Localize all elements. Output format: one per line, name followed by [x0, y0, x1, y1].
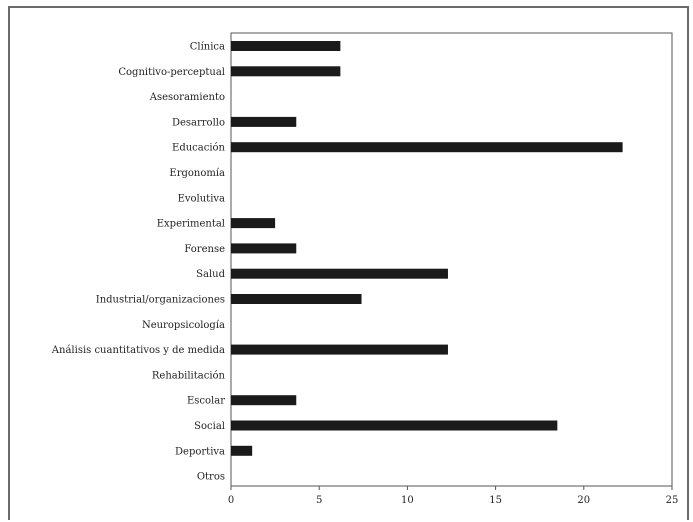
x-tick-label: 20 [577, 495, 590, 506]
bars-group [231, 41, 623, 456]
category-label: Desarrollo [172, 117, 225, 128]
bar [231, 41, 341, 51]
category-label: Neuropsicología [142, 320, 225, 331]
category-label: Clínica [190, 42, 225, 53]
category-label: Cognitivo-perceptual [118, 67, 225, 78]
category-label: Educación [172, 143, 226, 154]
bar [231, 66, 341, 77]
x-axis-ticks: 0 5 10 15 20 25 [228, 486, 679, 506]
plot-area [230, 32, 673, 487]
category-labels: Clínica Cognitivo-perceptual Asesoramiento… [51, 42, 226, 483]
figure-frame [8, 6, 689, 520]
category-label: Análisis cuantitativos y de medida [51, 345, 225, 356]
bar [231, 116, 297, 127]
category-label: Escolar [187, 396, 225, 407]
bar [231, 268, 448, 279]
bar [231, 420, 558, 431]
category-label: Evolutiva [178, 193, 225, 204]
x-tick-label: 0 [228, 495, 234, 506]
category-label: Salud [196, 269, 225, 280]
category-label: Ergonomía [169, 168, 225, 179]
x-tick-label: 15 [489, 495, 502, 506]
category-label: Social [194, 421, 225, 432]
category-label: Asesoramiento [149, 92, 225, 103]
category-label: Deportiva [175, 446, 225, 457]
x-tick-label: 10 [401, 495, 414, 506]
bar [231, 218, 276, 229]
bar [231, 395, 297, 406]
bar [231, 294, 362, 304]
bar [231, 142, 623, 153]
category-label: Industrial/organizaciones [96, 295, 225, 306]
bar [231, 445, 253, 456]
category-label: Otros [197, 472, 225, 483]
bar [231, 344, 448, 355]
x-tick-label: 25 [666, 495, 679, 506]
category-label: Experimental [157, 219, 225, 230]
category-label: Forense [184, 244, 225, 255]
category-label: Rehabilitación [152, 370, 226, 381]
bar [231, 243, 297, 254]
x-tick-label: 5 [316, 495, 322, 506]
